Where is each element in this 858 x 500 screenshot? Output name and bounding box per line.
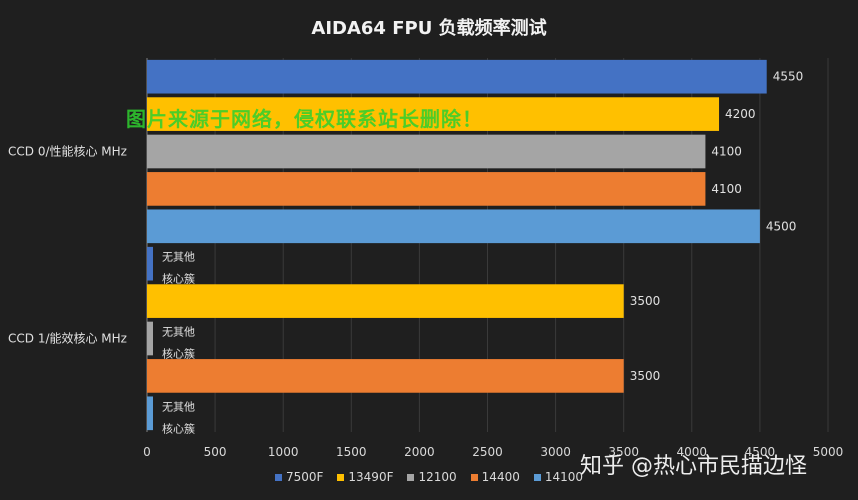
bar-null-label: 无其他 <box>162 251 195 264</box>
bar-empty-stub <box>147 396 153 431</box>
bar-null-label: 核心簇 <box>162 421 195 435</box>
data-label: 4500 <box>766 219 797 233</box>
x-tick-labels: 0 500 1000 1500 2000 2500 3000 3500 4000 4500 5000 <box>143 445 843 459</box>
bar-7500F <box>147 59 767 94</box>
legend-item: 13490F <box>337 470 393 484</box>
legend-label: 12100 <box>418 470 457 484</box>
legend-label: 14100 <box>544 470 584 484</box>
data-label: 4100 <box>711 145 742 159</box>
bar-null-label: 核心簇 <box>162 272 195 286</box>
x-tick-label: 3500 <box>608 445 639 459</box>
legend-item: 14100 <box>533 470 584 484</box>
x-tick-label: 4500 <box>745 445 776 459</box>
bar-null-label: 无其他 <box>162 400 195 413</box>
bar-14400 <box>147 172 706 206</box>
bar-empty-stub <box>147 246 153 281</box>
bar-13490F <box>147 97 720 131</box>
legend-label: 13490F <box>348 470 394 484</box>
data-label: 3500 <box>630 294 661 308</box>
watermark-text: 图片来源于网络，侵权联系站长删除！ <box>126 107 483 131</box>
x-tick-label: 1500 <box>336 445 367 459</box>
legend-swatch <box>274 473 282 481</box>
category-label: CCD 0/性能核心 MHz <box>8 145 127 159</box>
legend-swatch <box>337 473 345 481</box>
legend-label: 7500F <box>285 470 324 484</box>
data-label: 4100 <box>711 182 742 196</box>
legend-label: 14400 <box>481 470 520 484</box>
bar-14100 <box>147 209 760 244</box>
bar-14400 <box>147 359 624 393</box>
legend-item: 7500F <box>274 470 324 484</box>
x-tick-label: 500 <box>204 445 227 459</box>
legend-item: 12100 <box>407 470 457 484</box>
x-tick-label: 1000 <box>268 445 299 459</box>
x-tick-label: 0 <box>143 445 151 459</box>
credit-text: 知乎 @热心市民描边怪 <box>580 454 807 479</box>
chart-title: AIDA64 FPU 负载频率测试 <box>311 17 546 39</box>
x-tick-label: 4000 <box>677 445 708 459</box>
data-label: 3500 <box>630 369 661 383</box>
legend: 7500F 13490F 12100 14400 14100 <box>0 470 858 484</box>
bar-empty-stub <box>147 321 153 356</box>
legend-item: 14400 <box>470 470 520 484</box>
bar-12100 <box>147 134 706 169</box>
legend-swatch <box>407 473 415 481</box>
x-tick-label: 5000 <box>813 445 844 459</box>
legend-swatch <box>533 473 541 481</box>
x-tick-label: 3000 <box>540 445 571 459</box>
data-label: 4550 <box>773 70 804 84</box>
x-tick-label: 2500 <box>472 445 503 459</box>
category-labels: CCD 1/能效核心 MHz CCD 0/性能核心 MHz <box>8 145 127 346</box>
category-label: CCD 1/能效核心 MHz <box>8 331 127 346</box>
bar-null-label: 无其他 <box>162 326 195 339</box>
bar-null-label: 核心簇 <box>162 347 195 361</box>
x-tick-label: 2000 <box>404 445 435 459</box>
legend-swatch <box>470 473 478 481</box>
bars: 无其他核心簇3500无其他核心簇3500无其他核心簇45504200410041… <box>147 59 804 435</box>
bar-13490F <box>147 284 624 318</box>
data-label: 4200 <box>725 107 756 121</box>
